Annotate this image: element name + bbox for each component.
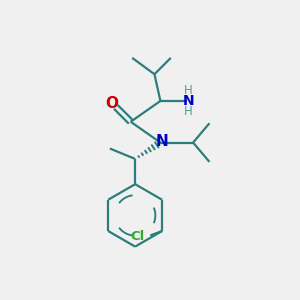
Text: H: H — [184, 84, 193, 98]
Text: N: N — [155, 134, 168, 149]
Text: N: N — [183, 94, 194, 108]
Text: Cl: Cl — [130, 230, 144, 243]
Text: O: O — [105, 96, 118, 111]
Text: H: H — [184, 105, 193, 118]
